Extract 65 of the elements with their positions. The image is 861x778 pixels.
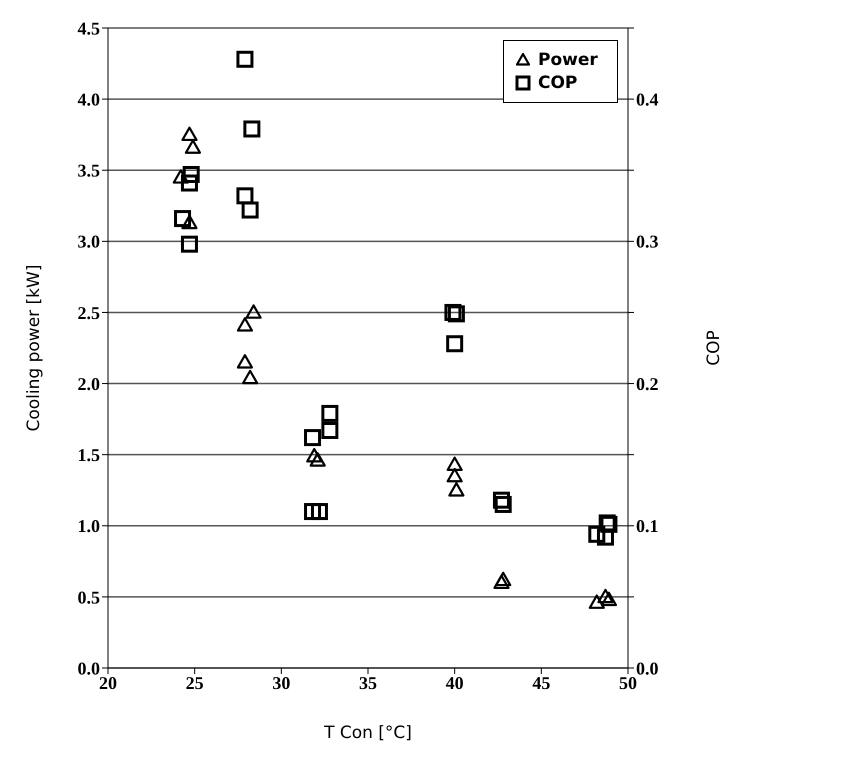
point [600,592,618,606]
point [180,174,198,192]
y-tick-label: 3.5 [78,160,100,181]
point [236,317,254,332]
x-tick-label: 35 [359,672,377,693]
y2-tick-label: 0.4 [636,90,658,110]
point [242,202,259,219]
y2-tick-label: 0.1 [636,516,658,536]
point [588,526,606,543]
y-tick-label: 1.0 [78,516,100,536]
y-tick-label: 0.5 [78,587,100,608]
point [246,304,262,319]
point [304,429,322,446]
y2-axis-title: COP [704,330,724,366]
y2-tick-label: 0.2 [636,374,658,394]
point [444,304,462,321]
x-tick-label: 25 [186,672,204,693]
y-tick-label: 1.5 [78,445,100,466]
point [310,503,328,520]
y-tick-label: 0.0 [78,658,100,678]
legend-label: Power [538,50,598,70]
point [321,404,338,422]
y-tick-label: 2.5 [78,302,100,323]
y-tick-label: 2.0 [78,374,100,394]
legend-label: COP [538,73,578,93]
y-tick-label: 3.0 [78,232,100,252]
point [495,572,512,586]
point [304,503,322,520]
point [180,236,198,253]
x-axis-title: T Con [°C] [323,723,412,743]
point [181,126,198,142]
y2-tick-label: 0.3 [636,232,658,252]
x-tick-label: 20 [99,672,117,693]
point [236,354,254,369]
point [448,482,464,497]
point [181,214,198,230]
point [448,305,465,322]
x-tick-label: 30 [272,672,290,693]
point [494,496,512,513]
point [243,120,260,138]
point [493,574,510,590]
point [242,370,258,384]
y2-tick-label: 0.0 [636,658,658,678]
y-axis-title: Cooling power [kW] [24,264,44,432]
y-tick-label: 4.0 [78,90,100,110]
point [597,588,614,604]
point [321,422,338,439]
point [172,169,189,184]
point [588,594,605,609]
point [310,452,326,467]
x-tick-label: 40 [446,672,464,693]
point [446,335,464,352]
point [184,139,202,154]
point [596,528,614,546]
point [182,166,200,183]
x-tick-label: 50 [619,672,637,693]
point [492,492,510,509]
x-tick-label: 45 [532,672,550,693]
point [306,448,322,462]
y-tick-label: 4.5 [78,18,100,38]
point [446,456,463,471]
point [236,187,254,204]
point [236,50,254,68]
point [174,210,192,228]
point [446,468,463,482]
